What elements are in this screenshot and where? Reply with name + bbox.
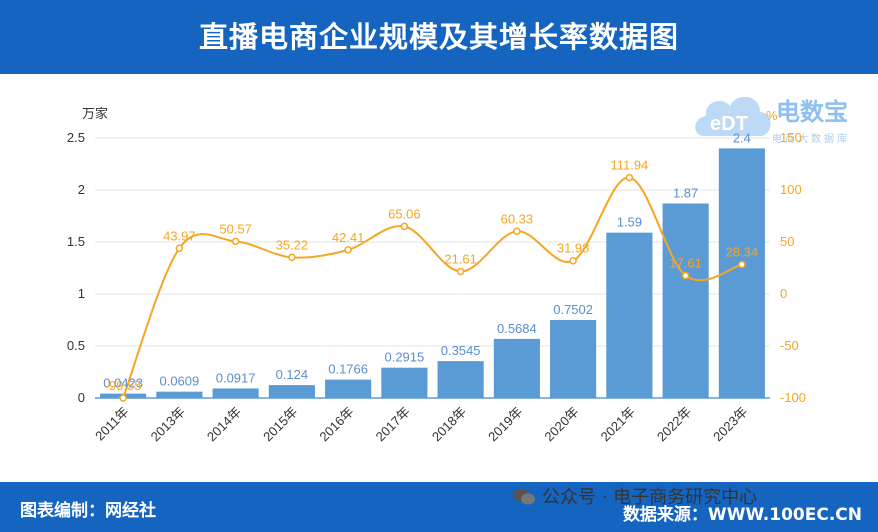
- x-tick-label: 2020年: [541, 404, 581, 444]
- growth-rate-line: [122, 176, 743, 399]
- y-left-tick-label: 0.5: [67, 338, 85, 353]
- bar: [325, 379, 372, 398]
- bar-data-label: 0.2915: [384, 350, 424, 365]
- data-source: 数据来源：WWW.100EC.CN: [622, 505, 862, 525]
- logo-text: 电数宝: [776, 98, 848, 126]
- x-tick-label: 2014年: [204, 404, 244, 444]
- bar: [437, 361, 484, 398]
- wechat-icon: [513, 488, 535, 505]
- bar-data-label: 0.0609: [159, 374, 199, 389]
- growth-rate-point: [175, 244, 184, 253]
- growth-data-label: 35.22: [276, 237, 309, 252]
- y-right-tick-label: 0: [780, 286, 787, 301]
- bar: [212, 388, 259, 398]
- growth-rate-point: [625, 173, 634, 182]
- growth-data-label: -99.55: [105, 378, 142, 393]
- growth-rate-point: [119, 394, 127, 402]
- growth-data-label: 31.98: [557, 241, 590, 256]
- y-left-tick-label: 2: [78, 182, 85, 197]
- bar-data-label: 0.0917: [216, 370, 256, 385]
- logo: eDT 电数宝 电商大数据库: [690, 84, 870, 145]
- growth-data-label: 17.61: [669, 256, 702, 271]
- bar-data-label: 0.0423: [103, 376, 143, 391]
- bar-data-label: 0.124: [276, 367, 309, 382]
- growth-rate-point: [456, 267, 465, 276]
- y-left-tick-label: 1.5: [67, 234, 85, 249]
- growth-rate-point: [569, 256, 577, 265]
- bar-data-label: 2.4: [733, 130, 751, 145]
- bar-data-label: 1.59: [617, 215, 642, 230]
- growth-data-label: 50.57: [219, 221, 252, 236]
- y-right-tick-label: 100: [780, 182, 802, 197]
- bar: [156, 391, 203, 398]
- wechat-watermark: 公众号 · 电子商务研究中心: [512, 483, 757, 509]
- y-right-unit: %: [766, 108, 778, 123]
- x-tick-label: 2013年: [148, 404, 188, 444]
- header-bar: [0, 0, 878, 74]
- growth-data-label: 111.94: [610, 158, 648, 173]
- x-tick-label: 2019年: [485, 404, 525, 444]
- bar-data-label: 0.3545: [441, 343, 481, 358]
- bar-data-label: 1.87: [673, 186, 698, 201]
- bar: [718, 148, 765, 398]
- growth-rate-point: [400, 222, 409, 231]
- bar: [268, 385, 315, 398]
- y-left-tick-label: 2.5: [67, 130, 85, 145]
- combo-chart: 0 0.5 1 1.5 2 2.5 -100 -50 0 50 100 150 万家 % 2011年 2013…: [67, 106, 806, 444]
- bar-data-label: 0.7502: [553, 302, 593, 317]
- growth-data-label: 42.41: [332, 230, 365, 245]
- growth-rate-point: [344, 246, 352, 254]
- bar: [493, 338, 540, 398]
- x-tick-label: 2017年: [373, 404, 413, 444]
- bar-data-label: 0.5684: [497, 321, 537, 336]
- y-left-tick-label: 1: [78, 286, 85, 301]
- y-right-tick-label: -50: [780, 338, 799, 353]
- bar-data-label: 0.1766: [328, 362, 368, 377]
- x-tick-label: 2023年: [710, 404, 750, 444]
- logo-subtext: 电商大数据库: [772, 134, 850, 145]
- chart-credit: 图表编制：网经社: [20, 501, 156, 521]
- y-right-tick-label: 150: [780, 130, 802, 145]
- x-tick-label: 2018年: [429, 404, 469, 444]
- x-tick-label: 2016年: [316, 404, 356, 444]
- footer-bar: [0, 482, 878, 532]
- wechat-text: 公众号 · 电子商务研究中心: [542, 487, 758, 508]
- page-title: 直播电商企业规模及其增长率数据图: [198, 20, 679, 54]
- y-right-tick-label: 50: [780, 234, 794, 249]
- bar: [550, 319, 597, 398]
- y-left-unit: 万家: [82, 106, 108, 121]
- growth-rate-point: [681, 271, 690, 280]
- growth-rate-point: [738, 260, 746, 269]
- growth-data-label: 21.61: [444, 252, 477, 267]
- bar: [381, 367, 428, 398]
- x-tick-label: 2011年: [92, 404, 132, 444]
- growth-data-label: 65.06: [388, 206, 421, 221]
- logo-badge: eDT: [710, 113, 748, 135]
- growth-data-label: 28.34: [726, 245, 759, 260]
- growth-rate-point: [513, 227, 521, 236]
- growth-rate-point: [288, 253, 296, 262]
- growth-data-label: 43.97: [163, 228, 196, 243]
- x-tick-label: 2021年: [598, 404, 638, 444]
- cloud-logo-icon: eDT: [695, 96, 771, 136]
- y-right-tick-label: -100: [780, 390, 806, 405]
- bar: [662, 203, 709, 398]
- growth-rate-point: [231, 237, 240, 246]
- growth-data-label: 60.33: [501, 211, 534, 226]
- bar: [606, 232, 653, 398]
- y-left-tick-label: 0: [78, 390, 85, 405]
- x-tick-label: 2022年: [654, 404, 694, 444]
- x-tick-label: 2015年: [260, 404, 300, 444]
